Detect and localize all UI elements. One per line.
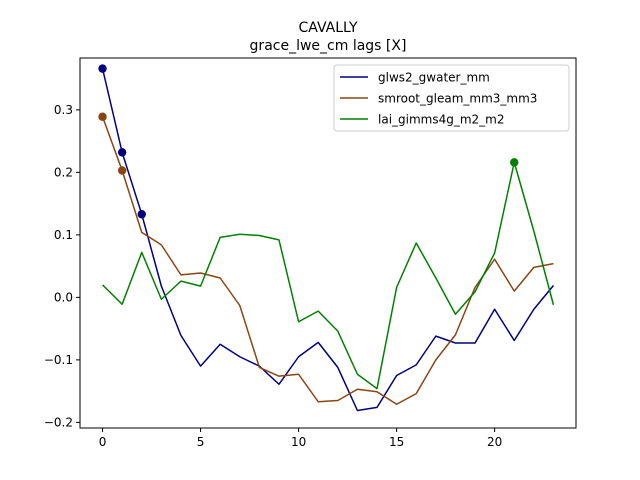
data-point-glws2_gwater_mm	[117, 148, 127, 157]
x-tick-label: 20	[487, 435, 502, 449]
legend-box	[333, 64, 570, 132]
chart-title: CAVALLY	[298, 20, 357, 36]
x-tick-label: 10	[291, 435, 306, 449]
x-tick-label: 15	[389, 435, 404, 449]
data-point-smroot_gleam_mm3_mm3	[98, 112, 107, 121]
data-point-glws2_gwater_mm	[137, 210, 146, 219]
series-line-glws2_gwater_mm	[101, 68, 555, 412]
y-tick-label: 0.0	[54, 290, 73, 304]
y-tick-label: −0.1	[44, 353, 73, 367]
legend: glws2_gwater_mm smroot_gleam_mm3_mm3 lai_g…	[333, 64, 570, 132]
chart-subtitle: grace_lwe_cm lags [X]	[250, 38, 407, 54]
axes-frame	[79, 57, 577, 429]
y-tick-label: 0.3	[54, 103, 73, 117]
y-tick-label: 0.2	[54, 165, 73, 179]
data-point-lai_gimms4g_m2_m2	[510, 158, 519, 167]
legend-label: glws2_gwater_mm	[378, 71, 490, 85]
series-line-lai_gimms4g_m2_m2	[102, 161, 555, 390]
data-point-smroot_gleam_mm3_mm3	[117, 166, 127, 175]
legend-label: lai_gimms4g_m2_m2	[378, 113, 505, 127]
data-point-glws2_gwater_mm	[98, 64, 107, 73]
series-line-smroot_gleam_mm3_mm3	[101, 116, 554, 405]
x-tick-label: 5	[197, 435, 205, 449]
x-tick-label: 0	[99, 435, 107, 449]
plot-area: 0 5 10 15 20 −0.2 −0.1 0.0 0.1 0.2 0.3	[44, 64, 555, 449]
legend-label: smroot_gleam_mm3_mm3	[378, 92, 537, 106]
y-tick-label: 0.1	[54, 228, 73, 242]
y-tick-label: −0.2	[44, 415, 73, 429]
